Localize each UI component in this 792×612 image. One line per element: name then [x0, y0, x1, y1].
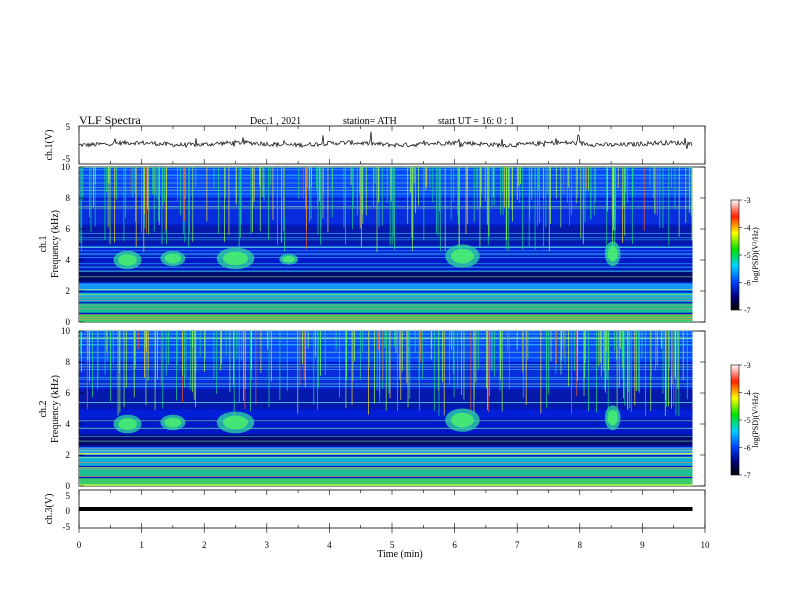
chorus-emission-core	[118, 254, 137, 266]
ch2-spectrogram-ylabel-channel: ch.2	[38, 401, 49, 418]
ch3-ytick-mid: 0	[66, 506, 71, 516]
chorus-emission-core	[222, 251, 249, 266]
chorus-emission-core	[164, 417, 182, 428]
spectrogram-band	[79, 283, 693, 291]
time-tick-label: 4	[327, 540, 332, 550]
colorbar-tick-label: -3	[744, 196, 751, 205]
chorus-emission-core	[222, 415, 249, 430]
y-tick-label: 6	[66, 224, 71, 234]
time-axis-label: Time (min)	[377, 549, 422, 560]
spectrogram-band	[79, 303, 693, 313]
chorus-emission-core	[607, 410, 618, 426]
chorus-emission-core	[282, 255, 295, 263]
date-label: Dec.1 , 2021	[250, 116, 301, 127]
chorus-emission-core	[118, 418, 137, 430]
y-tick-label: 2	[66, 450, 71, 460]
time-tick-label: 8	[578, 540, 583, 550]
y-tick-label: 8	[66, 357, 71, 367]
spectrogram-band	[79, 410, 693, 418]
time-tick-label: 1	[139, 540, 144, 550]
ch3-waveform-ylabel: ch.3(V)	[44, 494, 55, 525]
ch1-waveform-panel: 5 -5 ch.1(V)	[44, 122, 706, 165]
ch3-ytick-top: 5	[66, 491, 71, 501]
ch1-waveform-line	[78, 131, 693, 149]
colorbar-tick-label: -4	[744, 389, 751, 398]
colorbar-tick-label: -7	[744, 471, 751, 480]
spectrogram-band	[79, 270, 693, 282]
figure-title: VLF Spectra	[79, 113, 141, 127]
spectrogram-band	[79, 167, 693, 198]
spectrogram-band	[79, 467, 693, 477]
spectrogram-band	[79, 292, 693, 302]
ch1-waveform-ylabel: ch.1(V)	[44, 130, 55, 161]
time-tick-label: 3	[265, 540, 270, 550]
ch1-spectrogram-ylabel-channel: ch.1	[38, 236, 49, 253]
spectrogram-band	[79, 314, 693, 322]
time-tick-label: 7	[515, 540, 520, 550]
spectrogram-band	[79, 225, 693, 245]
ch3-waveform-line	[79, 507, 693, 511]
spectrogram-band	[79, 246, 693, 254]
colorbar-tick-label: -7	[744, 306, 751, 315]
ch3-waveform-panel: 5 0 -5 ch.3(V)	[44, 489, 706, 532]
spectrogram-band	[79, 199, 693, 225]
chorus-emission-core	[450, 248, 474, 264]
ch2-spectrogram-heatmap	[79, 330, 693, 486]
spectrogram-band	[79, 363, 693, 389]
colorbar-tick-label: -3	[744, 361, 751, 370]
ch1-ytick-bottom: -5	[63, 154, 71, 164]
colorbar-tick-label: -4	[744, 224, 751, 233]
y-tick-label: 2	[66, 286, 71, 296]
ch1-spectrogram-ylabel-frequency: Frequency (kHz)	[50, 210, 61, 278]
ch2-colorbar	[730, 364, 740, 476]
spectrogram-band	[79, 434, 693, 446]
y-tick-label: 0	[66, 317, 71, 327]
time-tick-label: 9	[640, 540, 645, 550]
ch2-colorbar-label: log(PSD)(V²/Hz)	[751, 392, 760, 448]
ch1-colorbar	[730, 199, 740, 311]
y-tick-label: 4	[66, 255, 71, 265]
spectrogram-band	[79, 389, 693, 409]
ch1-colorbar-label: log(PSD)(V²/Hz)	[751, 227, 760, 283]
time-tick-label: 5	[390, 540, 395, 550]
ch1-spectrogram-heatmap	[79, 167, 693, 322]
colorbar-tick-label: -5	[744, 416, 751, 425]
colorbar-tick-label: -6	[744, 279, 751, 288]
start-ut-label: start UT = 16: 0 : 1	[438, 116, 515, 127]
chorus-emission-core	[164, 253, 182, 264]
time-tick-label: 0	[77, 540, 82, 550]
station-label: station= ATH	[343, 116, 397, 127]
ch1-ytick-top: 5	[66, 122, 71, 132]
time-tick-label: 6	[452, 540, 457, 550]
time-axis: 0 1 2 3 4 5 6 7 8 9 10	[77, 528, 710, 550]
y-tick-label: 4	[66, 419, 71, 429]
time-tick-label: 2	[202, 540, 207, 550]
chorus-emission-core	[607, 246, 618, 262]
y-tick-label: 0	[66, 481, 71, 491]
y-tick-label: 10	[61, 162, 71, 172]
colorbar-tick-label: -5	[744, 251, 751, 260]
chorus-emission-core	[450, 412, 474, 428]
colorbar-tick-label: -6	[744, 444, 751, 453]
y-tick-label: 10	[61, 326, 71, 336]
y-tick-label: 6	[66, 388, 71, 398]
ch2-spectrogram-ylabel-frequency: Frequency (kHz)	[50, 375, 61, 443]
ch3-ytick-bottom: -5	[63, 522, 71, 532]
time-tick-label: 10	[701, 540, 711, 550]
spectrogram-band	[79, 456, 693, 466]
y-tick-label: 8	[66, 193, 71, 203]
spectrogram-band	[79, 478, 693, 486]
spectrogram-band	[79, 331, 693, 362]
